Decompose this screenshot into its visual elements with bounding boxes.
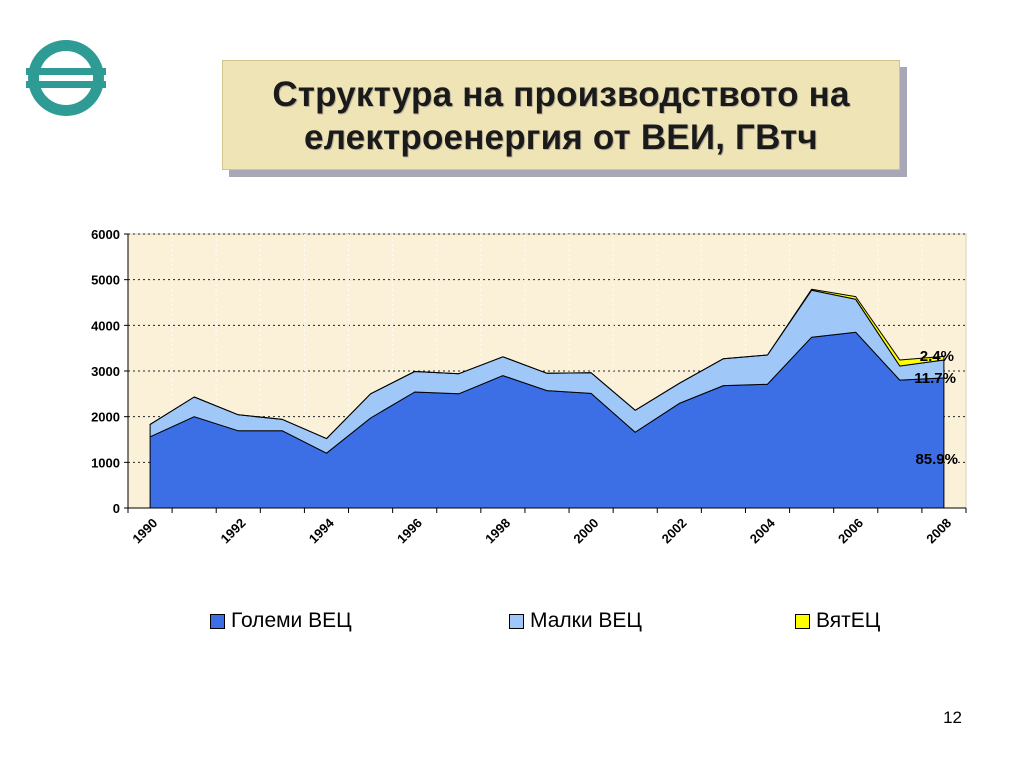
annotation-large-hpp-share: 85.9% — [915, 451, 958, 468]
x-tick-label-1998: 1998 — [482, 515, 513, 546]
annotation-wind-share: 2.4% — [920, 348, 954, 365]
y-axis-labels: 0 1000 2000 3000 4000 5000 6000 — [91, 227, 120, 516]
legend-item-large-hpp: Големи ВЕЦ — [210, 606, 352, 636]
y-tick-label-6000: 6000 — [91, 227, 120, 242]
x-tick-label-1994: 1994 — [306, 515, 338, 547]
x-axis-labels: 1990 1992 1994 1996 1998 2000 2002 2004 2006 2008 — [129, 515, 954, 547]
slide-title-box: Структура на производството на електроен… — [222, 60, 900, 170]
legend-label-wind: ВятЕЦ — [816, 609, 881, 632]
legend-label-large-hpp: Големи ВЕЦ — [231, 609, 352, 632]
x-tick-label-2006: 2006 — [835, 515, 866, 546]
x-tick-label-1996: 1996 — [394, 515, 425, 546]
y-tick-label-2000: 2000 — [91, 410, 120, 425]
legend-swatch-small-hpp — [509, 613, 524, 629]
page-number: 12 — [943, 708, 962, 727]
x-tick-label-2000: 2000 — [570, 515, 601, 546]
legend-label-small-hpp: Малки ВЕЦ — [530, 609, 642, 632]
x-tick-label-2002: 2002 — [659, 515, 690, 546]
legend-swatch-wind — [795, 613, 810, 629]
annotation-small-hpp-share: 11.7% — [914, 370, 956, 387]
y-tick-label-0: 0 — [113, 501, 120, 516]
x-tick-label-2008: 2008 — [923, 515, 954, 546]
y-tick-label-5000: 5000 — [91, 273, 120, 288]
x-tick-label-1992: 1992 — [218, 515, 249, 546]
y-tick-label-3000: 3000 — [91, 364, 120, 379]
company-logo-icon — [26, 40, 106, 116]
legend-item-small-hpp: Малки ВЕЦ — [509, 606, 642, 636]
area-wind — [149, 288, 945, 440]
slide-title-line-2: електроенергия от ВЕИ, ГВтч — [304, 118, 818, 157]
legend-swatch-large-hpp — [210, 613, 225, 629]
slide-title-line-1: Структура на производството на — [272, 75, 850, 114]
x-tick-label-2004: 2004 — [747, 515, 779, 547]
axes — [124, 233, 967, 513]
x-tick-label-1990: 1990 — [129, 515, 160, 546]
legend-item-wind: ВятЕЦ — [795, 606, 880, 636]
y-tick-label-1000: 1000 — [91, 455, 120, 470]
y-tick-label-4000: 4000 — [91, 318, 120, 333]
